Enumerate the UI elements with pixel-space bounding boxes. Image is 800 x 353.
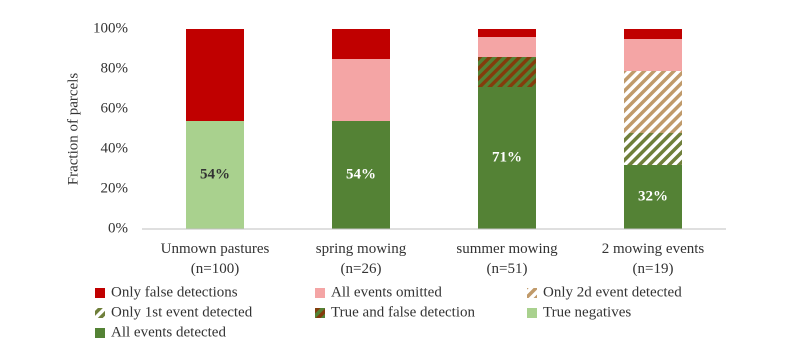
y-tick-label: 100%	[93, 20, 128, 36]
bar-segment	[478, 87, 536, 229]
bar-segment	[332, 121, 390, 229]
data-label: 54%	[346, 166, 376, 182]
legend-label: True and false detection	[331, 304, 475, 320]
legend-label: All events omitted	[331, 284, 442, 300]
bar-segment	[478, 29, 536, 37]
legend-label: Only 1st event detected	[111, 304, 253, 320]
y-tick-label: 40%	[101, 140, 129, 156]
data-label: 71%	[492, 149, 522, 165]
y-axis-title: Fraction of parcels	[65, 73, 81, 186]
bar-segment	[624, 39, 682, 71]
x-tick-label: spring mowing (n=26)	[316, 241, 407, 277]
y-tick-label: 80%	[101, 60, 129, 76]
legend-label: True negatives	[543, 304, 631, 320]
bar-segment	[186, 29, 244, 121]
bar-segment	[332, 59, 390, 121]
bar-segment	[478, 37, 536, 57]
data-label: 54%	[200, 166, 230, 182]
y-tick-label: 20%	[101, 180, 129, 196]
legend-label: Only 2d event detected	[543, 284, 682, 300]
legend-label: Only false detections	[111, 284, 238, 300]
legend-swatch	[315, 308, 325, 318]
legend-swatch	[527, 288, 537, 298]
bar-segment	[624, 133, 682, 165]
legend-swatch	[315, 288, 325, 298]
bar-segment	[624, 165, 682, 229]
legend-label: All events detected	[111, 324, 226, 340]
bar-segment	[624, 29, 682, 39]
x-tick-label: summer mowing (n=51)	[456, 241, 558, 277]
legend-swatch	[95, 328, 105, 338]
bar-segment	[478, 57, 536, 87]
legend-swatch	[95, 288, 105, 298]
x-tick-label: 2 mowing events (n=19)	[602, 241, 705, 277]
bar-segment	[186, 121, 244, 229]
y-tick-label: 0%	[108, 220, 128, 236]
data-label: 32%	[638, 188, 668, 204]
legend-swatch	[95, 308, 105, 318]
bar-segment	[624, 71, 682, 133]
bar-segment	[332, 29, 390, 59]
y-tick-label: 60%	[101, 100, 129, 116]
legend-swatch	[527, 308, 537, 318]
x-tick-label: Unmown pastures (n=100)	[161, 241, 270, 277]
